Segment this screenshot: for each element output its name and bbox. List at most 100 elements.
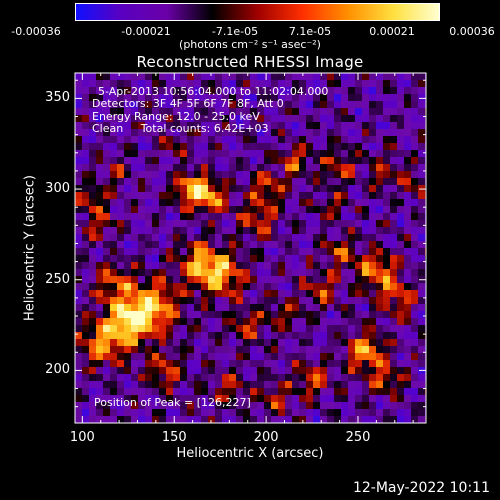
heatmap-cell: [341, 297, 349, 305]
heatmap-cell: [145, 94, 153, 102]
heatmap-cell: [89, 269, 97, 277]
heatmap-cell: [145, 227, 153, 235]
heatmap-cell: [411, 241, 419, 249]
heatmap-cell: [376, 339, 384, 347]
heatmap-cell: [173, 262, 181, 270]
heatmap-cell: [271, 157, 279, 165]
heatmap-cell: [264, 171, 272, 179]
heatmap-cell: [397, 360, 405, 368]
heatmap-cell: [103, 80, 111, 88]
heatmap-cell: [173, 367, 181, 375]
heatmap-cell: [418, 248, 426, 256]
heatmap-cell: [376, 220, 384, 228]
heatmap-cell: [355, 157, 363, 165]
heatmap-cell: [348, 332, 356, 340]
heatmap-cell: [383, 367, 391, 375]
heatmap-cell: [243, 199, 251, 207]
heatmap-cell: [152, 234, 160, 242]
heatmap-cell: [152, 227, 160, 235]
heatmap-cell: [138, 157, 146, 165]
heatmap-cell: [278, 276, 286, 284]
heatmap-cell: [397, 101, 405, 109]
heatmap-cell: [166, 150, 174, 158]
heatmap-cell: [334, 122, 342, 130]
heatmap-cell: [411, 339, 419, 347]
heatmap-cell: [96, 101, 104, 109]
heatmap-cell: [250, 388, 258, 396]
heatmap-cell: [215, 101, 223, 109]
heatmap-cell: [187, 150, 195, 158]
heatmap-cell: [334, 262, 342, 270]
heatmap-cell: [348, 87, 356, 95]
heatmap-cell: [278, 129, 286, 137]
heatmap-cell: [124, 353, 132, 361]
heatmap-cell: [334, 346, 342, 354]
heatmap-cell: [348, 199, 356, 207]
colorbar-tick-label: -0.00036: [11, 25, 61, 38]
heatmap-cell: [313, 402, 321, 410]
heatmap-cell: [110, 255, 118, 263]
heatmap-cell: [299, 164, 307, 172]
y-tick-label: 200: [45, 362, 70, 378]
heatmap-cell: [320, 388, 328, 396]
heatmap-cell: [292, 143, 300, 151]
heatmap-cell: [208, 402, 216, 410]
heatmap-cell: [362, 374, 370, 382]
heatmap-cell: [334, 416, 342, 423]
heatmap-cell: [215, 360, 223, 368]
heatmap-cell: [334, 360, 342, 368]
heatmap-cell: [103, 388, 111, 396]
heatmap-cell: [166, 269, 174, 277]
heatmap-cell: [208, 171, 216, 179]
heatmap-cell: [250, 325, 258, 333]
heatmap-cell: [355, 353, 363, 361]
heatmap-cell: [131, 402, 139, 410]
heatmap-cell: [418, 346, 426, 354]
heatmap-cell: [194, 178, 202, 186]
heatmap-cell: [390, 360, 398, 368]
heatmap-cell: [390, 143, 398, 151]
heatmap-cell: [89, 87, 97, 95]
heatmap-cell: [411, 73, 419, 81]
heatmap-cell: [341, 248, 349, 256]
heatmap-cell: [82, 94, 90, 102]
heatmap-cell: [285, 101, 293, 109]
heatmap-cell: [313, 290, 321, 298]
heatmap-cell: [411, 80, 419, 88]
heatmap-cell: [250, 213, 258, 221]
heatmap-cell: [152, 164, 160, 172]
heatmap-cell: [243, 185, 251, 193]
heatmap-cell: [187, 325, 195, 333]
heatmap-cell: [355, 101, 363, 109]
heatmap-cell: [271, 150, 279, 158]
heatmap-cell: [215, 108, 223, 116]
heatmap-cell: [145, 157, 153, 165]
heatmap-cell: [397, 353, 405, 361]
heatmap-cell: [187, 374, 195, 382]
heatmap-cell: [264, 136, 272, 144]
heatmap-cell: [159, 122, 167, 130]
heatmap-cell: [117, 416, 125, 423]
heatmap-cell: [299, 108, 307, 116]
heatmap-cell: [271, 339, 279, 347]
heatmap-cell: [278, 178, 286, 186]
heatmap-cell: [89, 276, 97, 284]
heatmap-cell: [145, 101, 153, 109]
heatmap-cell: [404, 94, 412, 102]
heatmap-cell: [96, 248, 104, 256]
heatmap-cell: [320, 367, 328, 375]
heatmap-cell: [131, 227, 139, 235]
heatmap-cell: [369, 192, 377, 200]
heatmap-cell: [327, 332, 335, 340]
heatmap-cell: [117, 353, 125, 361]
heatmap-cell: [285, 402, 293, 410]
heatmap-cell: [89, 283, 97, 291]
heatmap-cell: [159, 143, 167, 151]
heatmap-cell: [124, 234, 132, 242]
heatmap-cell: [271, 290, 279, 298]
heatmap-cell: [348, 101, 356, 109]
heatmap-cell: [348, 157, 356, 165]
heatmap-cell: [341, 185, 349, 193]
heatmap-cell: [313, 178, 321, 186]
heatmap-cell: [334, 94, 342, 102]
